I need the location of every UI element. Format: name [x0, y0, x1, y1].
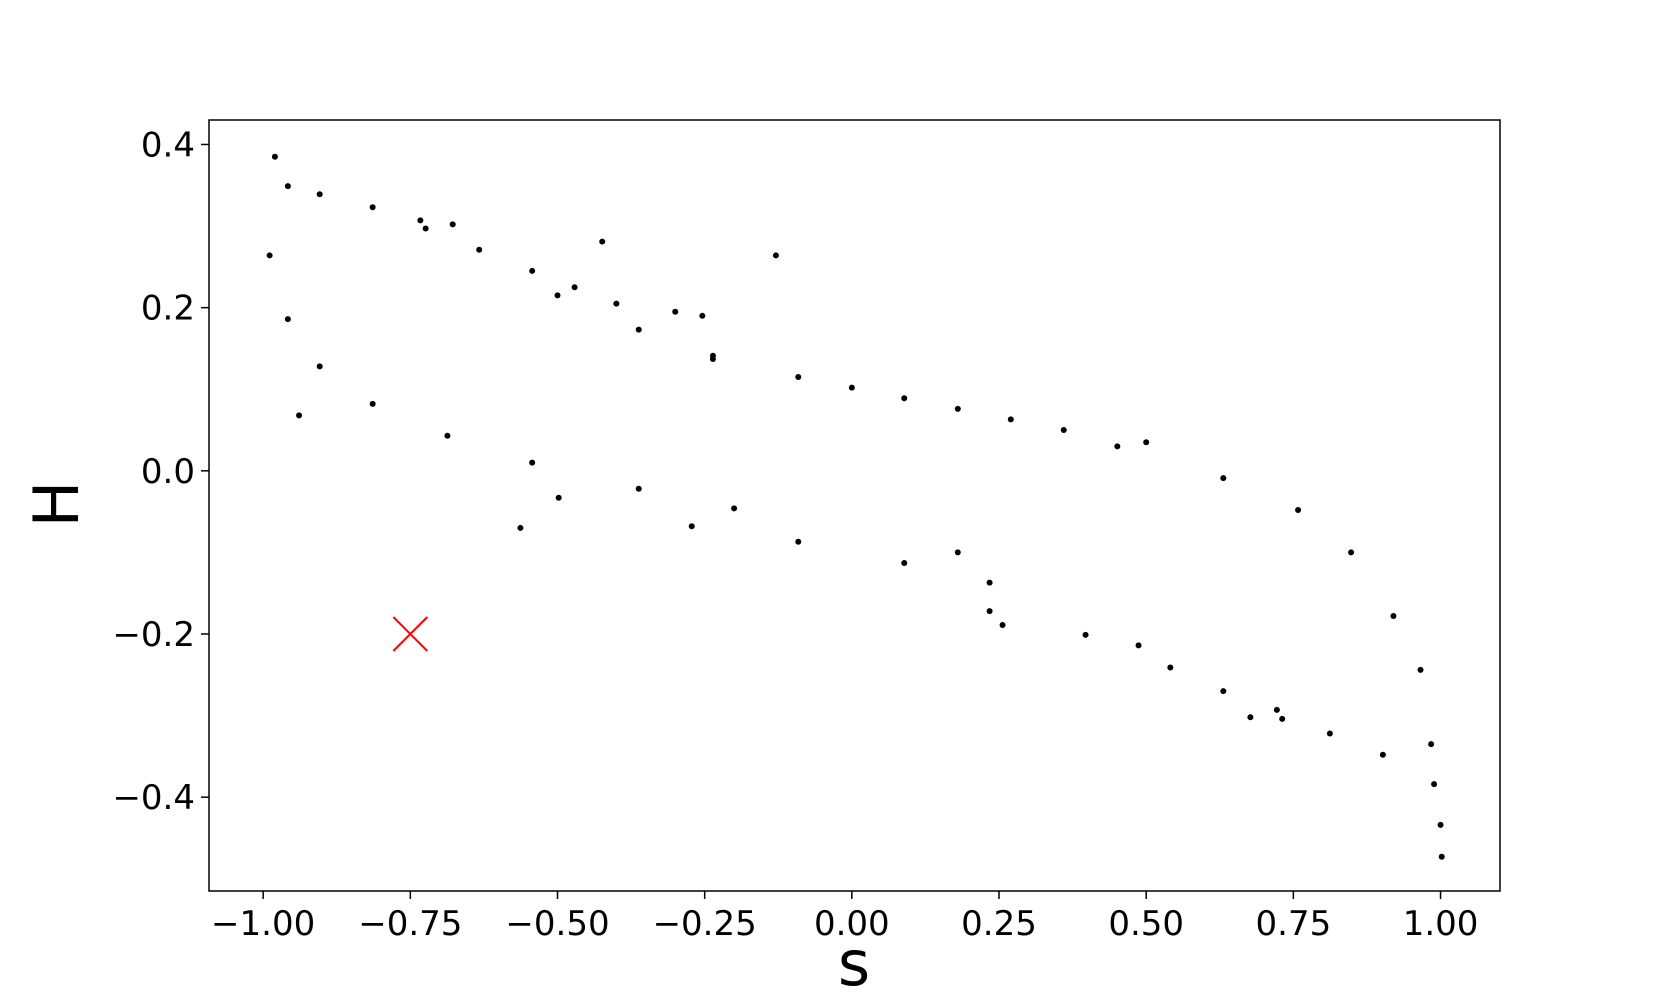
point — [795, 374, 802, 380]
y-tick-label: 0.0 — [141, 452, 195, 492]
plot-frame — [208, 119, 1501, 892]
point — [369, 400, 376, 407]
point — [555, 494, 562, 501]
point — [476, 246, 483, 253]
y-tick-label: 0.2 — [141, 289, 195, 329]
point — [672, 308, 679, 315]
point — [709, 356, 716, 363]
point — [554, 292, 561, 299]
x-tick-label: −1.00 — [211, 904, 315, 944]
point — [1082, 631, 1089, 638]
point — [954, 405, 961, 412]
point — [901, 560, 908, 567]
point — [1247, 714, 1254, 721]
point — [613, 300, 620, 307]
point — [316, 191, 323, 198]
point — [1273, 706, 1280, 713]
point — [986, 608, 993, 615]
y-tick-label: −0.2 — [112, 615, 195, 655]
point — [688, 523, 695, 530]
point — [1060, 427, 1067, 434]
point — [284, 316, 291, 323]
point — [1279, 715, 1286, 722]
point — [1348, 549, 1355, 556]
point — [1379, 751, 1386, 758]
point — [1135, 642, 1142, 649]
point — [1007, 416, 1014, 423]
y-tick-label: −0.4 — [112, 778, 195, 818]
point — [1431, 781, 1438, 788]
point — [795, 538, 802, 545]
point — [529, 267, 536, 274]
y-tick-label: 0.4 — [141, 125, 195, 165]
marker-x — [392, 616, 429, 652]
point — [1437, 821, 1444, 828]
point — [417, 217, 424, 224]
point — [1167, 664, 1174, 671]
point — [296, 412, 303, 419]
x-tick-label: 0.50 — [1108, 904, 1184, 944]
point — [1295, 506, 1302, 513]
point — [731, 505, 738, 512]
point — [1390, 613, 1397, 620]
point — [1114, 443, 1121, 450]
point — [369, 204, 376, 211]
point — [444, 432, 451, 439]
point — [571, 284, 578, 291]
point — [635, 485, 642, 492]
point — [517, 524, 524, 531]
point — [772, 252, 779, 259]
point — [635, 326, 642, 333]
point — [1220, 475, 1227, 482]
x-tick-label: 0.25 — [961, 904, 1037, 944]
point — [1428, 741, 1435, 748]
x-tick-label: 0.00 — [814, 904, 890, 944]
x-tick-label: 0.75 — [1256, 904, 1332, 944]
marker-stroke — [392, 616, 429, 652]
point — [954, 549, 961, 556]
point — [271, 153, 278, 160]
point — [848, 384, 855, 391]
point — [1438, 853, 1445, 860]
point — [999, 622, 1006, 629]
point — [449, 221, 456, 228]
point — [266, 252, 273, 259]
x-tick-label: −0.75 — [358, 904, 462, 944]
x-tick-label: 1.00 — [1403, 904, 1479, 944]
point — [316, 363, 323, 370]
point — [284, 183, 291, 190]
point — [529, 459, 536, 466]
y-axis-label: H — [20, 481, 93, 528]
point — [1143, 439, 1150, 446]
point — [1220, 688, 1227, 695]
x-tick-label: −0.50 — [505, 904, 609, 944]
point — [422, 225, 429, 232]
point — [986, 579, 993, 586]
point — [599, 238, 606, 245]
point — [901, 395, 908, 402]
x-tick-label: −0.25 — [653, 904, 757, 944]
point — [1417, 666, 1424, 673]
point — [1326, 730, 1333, 737]
x-axis-label: s — [838, 927, 870, 999]
point — [699, 312, 706, 319]
